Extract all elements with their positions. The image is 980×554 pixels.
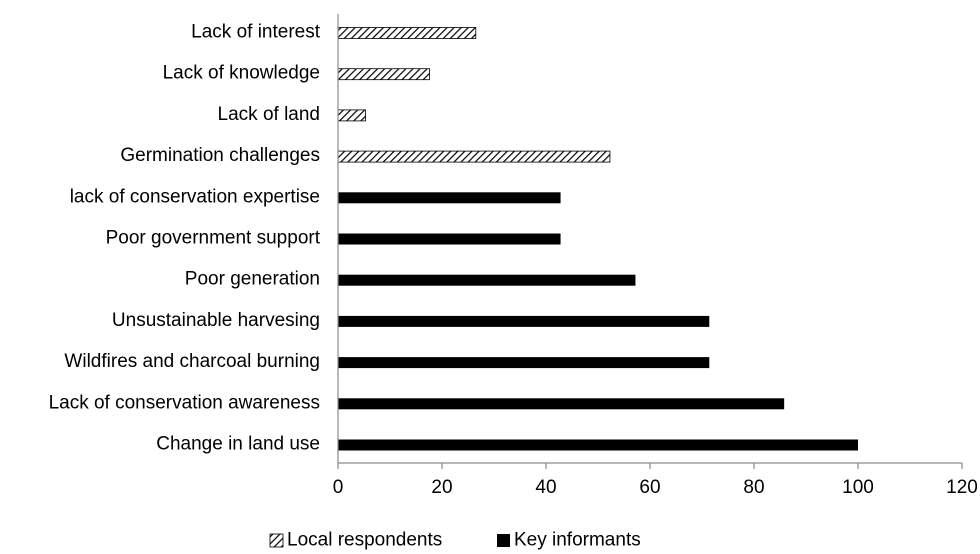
bar-local-respondents: [337, 68, 430, 81]
category-label: Poor generation: [185, 269, 320, 290]
legend-label: Key informants: [514, 530, 641, 551]
category-label: Wildfires and charcoal burning: [64, 351, 320, 372]
x-tick-label: 120: [946, 477, 978, 498]
category-label: Germination challenges: [120, 145, 320, 166]
bar-local-respondents: [337, 150, 611, 163]
x-tick-label: 80: [743, 477, 764, 498]
x-tick-label: 0: [333, 477, 344, 498]
x-tick-label: 40: [535, 477, 556, 498]
category-label: Lack of interest: [191, 22, 321, 43]
bar-local-respondents: [337, 27, 477, 39]
bar-key-informants: [338, 192, 561, 204]
bar-key-informants: [338, 274, 636, 286]
category-label: Lack of conservation awareness: [49, 392, 320, 413]
category-label: lack of conservation expertise: [70, 186, 320, 207]
x-tick-label: 100: [842, 477, 874, 498]
bar-key-informants: [338, 233, 561, 245]
x-tick-label: 20: [431, 477, 452, 498]
legend-label: Local respondents: [287, 530, 442, 551]
category-label: Lack of knowledge: [163, 63, 320, 84]
bar-key-informants: [338, 315, 710, 327]
category-label: Change in land use: [156, 434, 320, 455]
bar-key-informants: [338, 398, 785, 410]
legend: Local respondents Key informants: [269, 530, 641, 551]
category-label: Unsustainable harvesing: [112, 310, 320, 331]
category-label: Lack of land: [218, 104, 320, 125]
legend-swatch: [269, 533, 284, 548]
bar-key-informants: [338, 439, 858, 451]
plot-area: Lack of interest Lack of knowledge Lack o…: [49, 14, 978, 498]
bar-key-informants: [338, 357, 710, 369]
legend-swatch: [497, 534, 510, 547]
category-label: Poor government support: [106, 228, 321, 249]
x-tick-label: 60: [639, 477, 660, 498]
bar-local-respondents: [337, 109, 366, 122]
